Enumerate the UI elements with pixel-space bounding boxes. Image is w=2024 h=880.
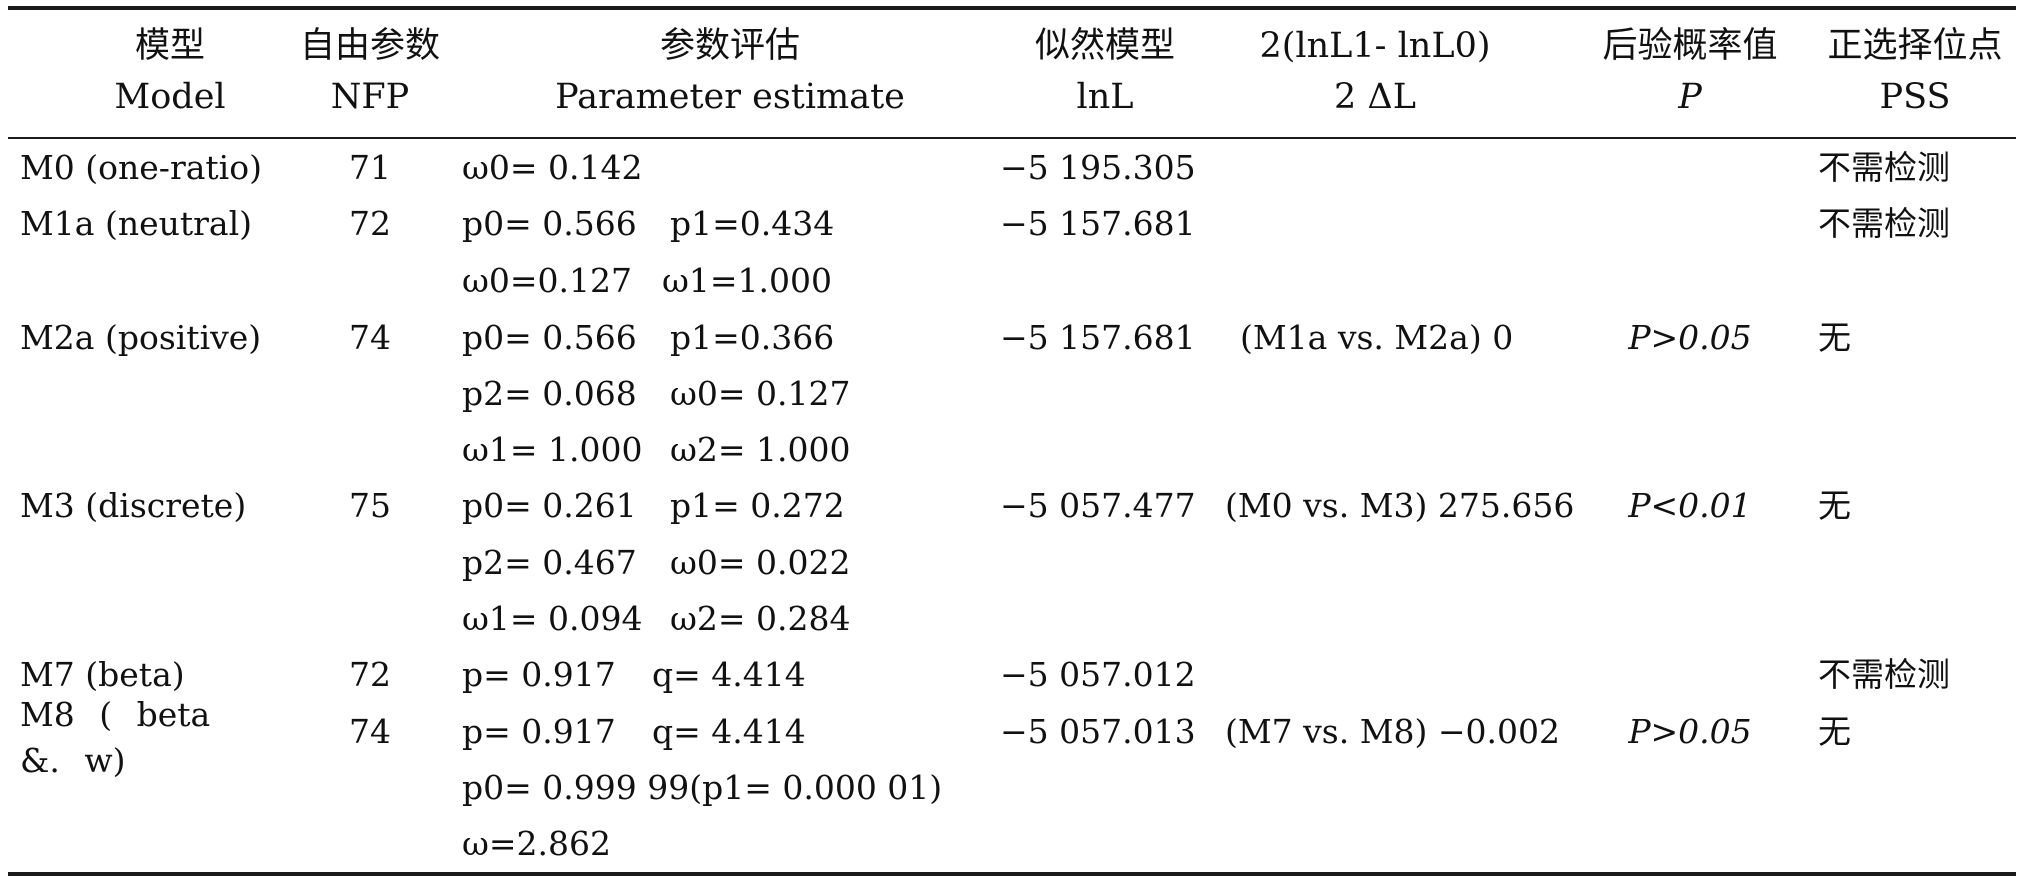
cell-pss: 无 (1818, 712, 1851, 751)
cell-model: M2a (positive) (20, 318, 262, 357)
cell-param: p1= 0.272 (670, 486, 845, 525)
cell-param: ω1= 0.094 (462, 599, 643, 638)
cell-param: p1=0.366 (670, 318, 835, 357)
header-nfp-en: NFP (330, 77, 410, 117)
cell-lnl: −5 057.012 (1000, 655, 1196, 694)
cell-delta: (M1a vs. M2a) 0 (1240, 318, 1514, 357)
cell-param: ω0= 0.142 (462, 148, 643, 187)
cell-param: p0= 0.566 (462, 318, 637, 357)
cell-nfp: 75 (349, 486, 391, 525)
cell-param: p2= 0.467 (462, 543, 637, 582)
cell-param: ω=2.862 (462, 824, 612, 863)
cell-param: ω1=1.000 (662, 261, 833, 300)
cell-delta: (M0 vs. M3) 275.656 (1225, 486, 1575, 525)
header-lnl-zh: 似然模型 (1034, 26, 1175, 66)
header-pss-zh: 正选择位点 (1827, 26, 2003, 66)
cell-model: M7 (beta) (20, 655, 185, 694)
table-top-rule (8, 6, 2016, 10)
cell-model: M0 (one-ratio) (20, 148, 262, 187)
cell-p: P<0.01 (1628, 486, 1752, 525)
cell-param: ω0=0.127 (462, 261, 633, 300)
cell-param: ω2= 0.284 (670, 599, 851, 638)
cell-param: p1=0.434 (670, 204, 835, 243)
cell-delta: (M7 vs. M8) −0.002 (1225, 712, 1560, 751)
cell-param: p0= 0.999 99(p1= 0.000 01) (462, 768, 943, 807)
table-header-rule (8, 137, 2016, 139)
table-bottom-rule (8, 872, 2016, 876)
cell-param: ω0= 0.127 (670, 374, 851, 413)
cell-param: p0= 0.261 (462, 486, 637, 525)
header-nfp-zh: 自由参数 (299, 26, 440, 66)
cell-model: M3 (discrete) (20, 486, 247, 525)
cell-nfp: 74 (349, 318, 391, 357)
cell-nfp: 71 (349, 148, 391, 187)
cell-param: q= 4.414 (652, 655, 806, 694)
cell-lnl: −5 157.681 (1000, 204, 1196, 243)
cell-param: p2= 0.068 (462, 374, 637, 413)
cell-param: ω0= 0.022 (670, 543, 851, 582)
cell-nfp: 72 (349, 204, 391, 243)
cell-param: q= 4.414 (652, 712, 806, 751)
cell-pss: 不需检测 (1818, 655, 1950, 694)
cell-p: P>0.05 (1628, 318, 1752, 357)
cell-model: M1a (neutral) (20, 204, 252, 243)
cell-nfp: 72 (349, 655, 391, 694)
header-params-en: Parameter estimate (555, 77, 905, 117)
cell-param: p= 0.917 (462, 712, 616, 751)
cell-pss: 无 (1818, 486, 1851, 525)
cell-param: p= 0.917 (462, 655, 616, 694)
header-lnl-en: lnL (1076, 77, 1134, 117)
header-dl-zh: 2(lnL1- lnL0) (1259, 26, 1491, 66)
header-p-zh: 后验概率值 (1602, 26, 1778, 66)
cell-p: P>0.05 (1628, 712, 1752, 751)
cell-model: M8 ( beta &. w) (20, 695, 211, 780)
header-pss-en: PSS (1879, 77, 1951, 117)
cell-lnl: −5 057.477 (1000, 486, 1196, 525)
header-params-zh: 参数评估 (659, 26, 800, 66)
header-model-zh: 模型 (134, 26, 205, 66)
cell-lnl: −5 057.013 (1000, 712, 1196, 751)
header-model-en: Model (114, 77, 226, 117)
header-p-en: P (1678, 77, 1702, 117)
cell-lnl: −5 195.305 (1000, 148, 1196, 187)
cell-pss: 不需检测 (1818, 148, 1950, 187)
cell-lnl: −5 157.681 (1000, 318, 1196, 357)
cell-param: ω1= 1.000 (462, 430, 643, 469)
header-dl-en: 2 ΔL (1334, 77, 1416, 117)
cell-param: p0= 0.566 (462, 204, 637, 243)
cell-param: ω2= 1.000 (670, 430, 851, 469)
cell-nfp: 74 (349, 712, 391, 751)
cell-pss: 无 (1818, 318, 1851, 357)
cell-pss: 不需检测 (1818, 204, 1950, 243)
